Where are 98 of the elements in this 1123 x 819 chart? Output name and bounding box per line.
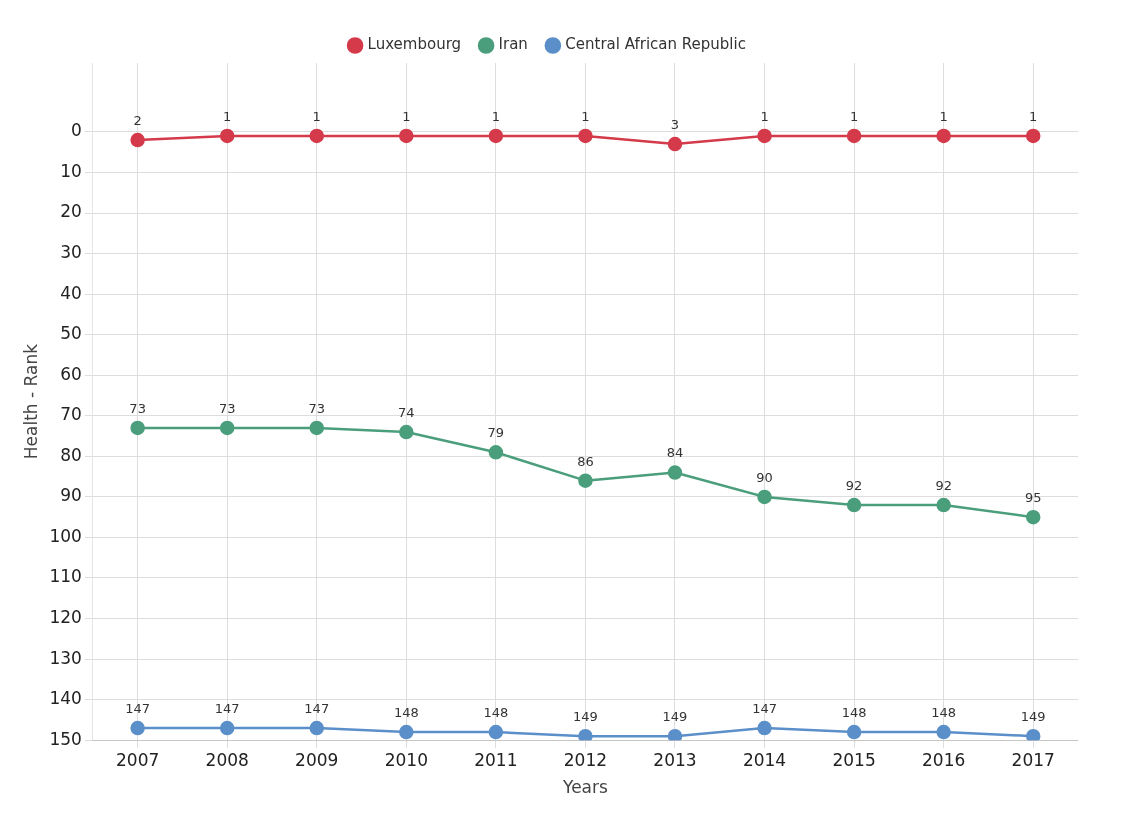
y-tick-label: 120: [49, 606, 82, 627]
data-label: 1: [402, 108, 411, 124]
point: [936, 128, 951, 144]
x-tick-label: 2012: [563, 749, 608, 770]
y-tick-label: 100: [49, 525, 82, 546]
point: [130, 132, 145, 148]
x-tick-label: 2014: [742, 749, 787, 770]
point: [309, 420, 324, 436]
data-label: 1: [491, 108, 501, 124]
data-label: 1: [581, 108, 590, 124]
data-label: 95: [1024, 490, 1042, 506]
data-label: 1: [1029, 108, 1038, 124]
data-label: 149: [573, 709, 598, 725]
x-tick-label: 2015: [832, 749, 876, 770]
data-label: 149: [1020, 709, 1046, 725]
point: [667, 728, 683, 741]
x-tick-label: 2013: [653, 749, 697, 770]
data-label: 90: [756, 469, 773, 485]
y-tick-label: 90: [60, 485, 82, 506]
y-tick-label: 60: [60, 363, 82, 384]
point: [936, 497, 951, 513]
y-tick-label: 110: [49, 566, 82, 587]
legend-label: Luxembourg: [367, 35, 462, 54]
data-label: 92: [935, 477, 952, 493]
x-tick-label: 2008: [205, 749, 249, 770]
point: [488, 128, 504, 144]
y-tick-label: 140: [49, 688, 82, 709]
point: [130, 420, 145, 436]
data-label: 73: [218, 400, 236, 416]
point: [1025, 128, 1041, 144]
legend-label: Iran: [498, 35, 528, 54]
point: [578, 728, 593, 741]
data-label: 79: [487, 425, 505, 441]
data-label: 148: [483, 704, 509, 720]
point: [219, 720, 235, 736]
data-label: 2: [133, 112, 142, 128]
x-tick-label: 2017: [1011, 749, 1055, 770]
x-tick-label: 2016: [922, 749, 966, 770]
data-label: 1: [312, 108, 321, 124]
x-tick-label: 2010: [384, 749, 428, 770]
data-label: 86: [577, 453, 594, 469]
data-label: 149: [662, 709, 688, 725]
point: [846, 724, 862, 740]
x-tick-label: 2009: [295, 749, 339, 770]
data-label: 73: [129, 400, 146, 416]
point: [399, 724, 414, 740]
data-label: 1: [849, 108, 859, 124]
point: [757, 489, 772, 505]
point: [309, 128, 324, 144]
data-label: 148: [841, 704, 867, 720]
y-tick-label: 150: [49, 728, 82, 749]
point: [667, 136, 683, 152]
point: [757, 128, 772, 144]
point: [399, 128, 414, 144]
data-label: 147: [125, 700, 151, 716]
data-label: 1: [223, 108, 232, 124]
point: [488, 724, 504, 740]
point: [846, 128, 862, 144]
data-label: 147: [304, 700, 330, 716]
point: [1025, 728, 1041, 741]
point: [309, 720, 324, 736]
y-tick-label: 30: [60, 242, 82, 263]
point: [578, 473, 593, 488]
y-tick-label: 10: [60, 160, 82, 181]
point: [1025, 509, 1041, 525]
y-tick-label: 70: [60, 404, 82, 425]
point: [578, 128, 593, 144]
x-tick-label: 2011: [474, 749, 518, 770]
point: [399, 424, 414, 440]
data-label: 147: [752, 700, 777, 716]
legend-label: Central African Republic: [565, 35, 746, 54]
x-tick-label: 2007: [115, 749, 160, 770]
data-label: 84: [666, 445, 684, 461]
y-tick-label: 80: [60, 444, 82, 465]
data-label: 1: [939, 108, 948, 124]
data-label: 1: [760, 108, 769, 124]
y-tick-label: 130: [49, 647, 82, 668]
point: [757, 720, 772, 736]
data-label: 148: [393, 704, 419, 720]
data-label: 92: [845, 477, 863, 493]
x-axis-title: Years: [561, 777, 608, 798]
point: [667, 465, 683, 480]
data-label: 147: [214, 700, 240, 716]
y-tick-label: 0: [71, 120, 82, 141]
point: [219, 420, 235, 436]
point: [936, 724, 951, 740]
y-tick-label: 50: [60, 323, 82, 344]
data-label: 73: [308, 400, 326, 416]
y-tick-label: 20: [60, 201, 82, 222]
point: [488, 445, 504, 460]
y-axis-title: Health - Rank: [20, 343, 41, 460]
y-tick-label: 40: [60, 282, 82, 303]
data-label: 148: [931, 704, 957, 720]
point: [130, 720, 145, 736]
data-label: 74: [398, 404, 415, 420]
point: [846, 497, 862, 513]
data-label: 3: [670, 116, 680, 132]
point: [219, 128, 235, 144]
